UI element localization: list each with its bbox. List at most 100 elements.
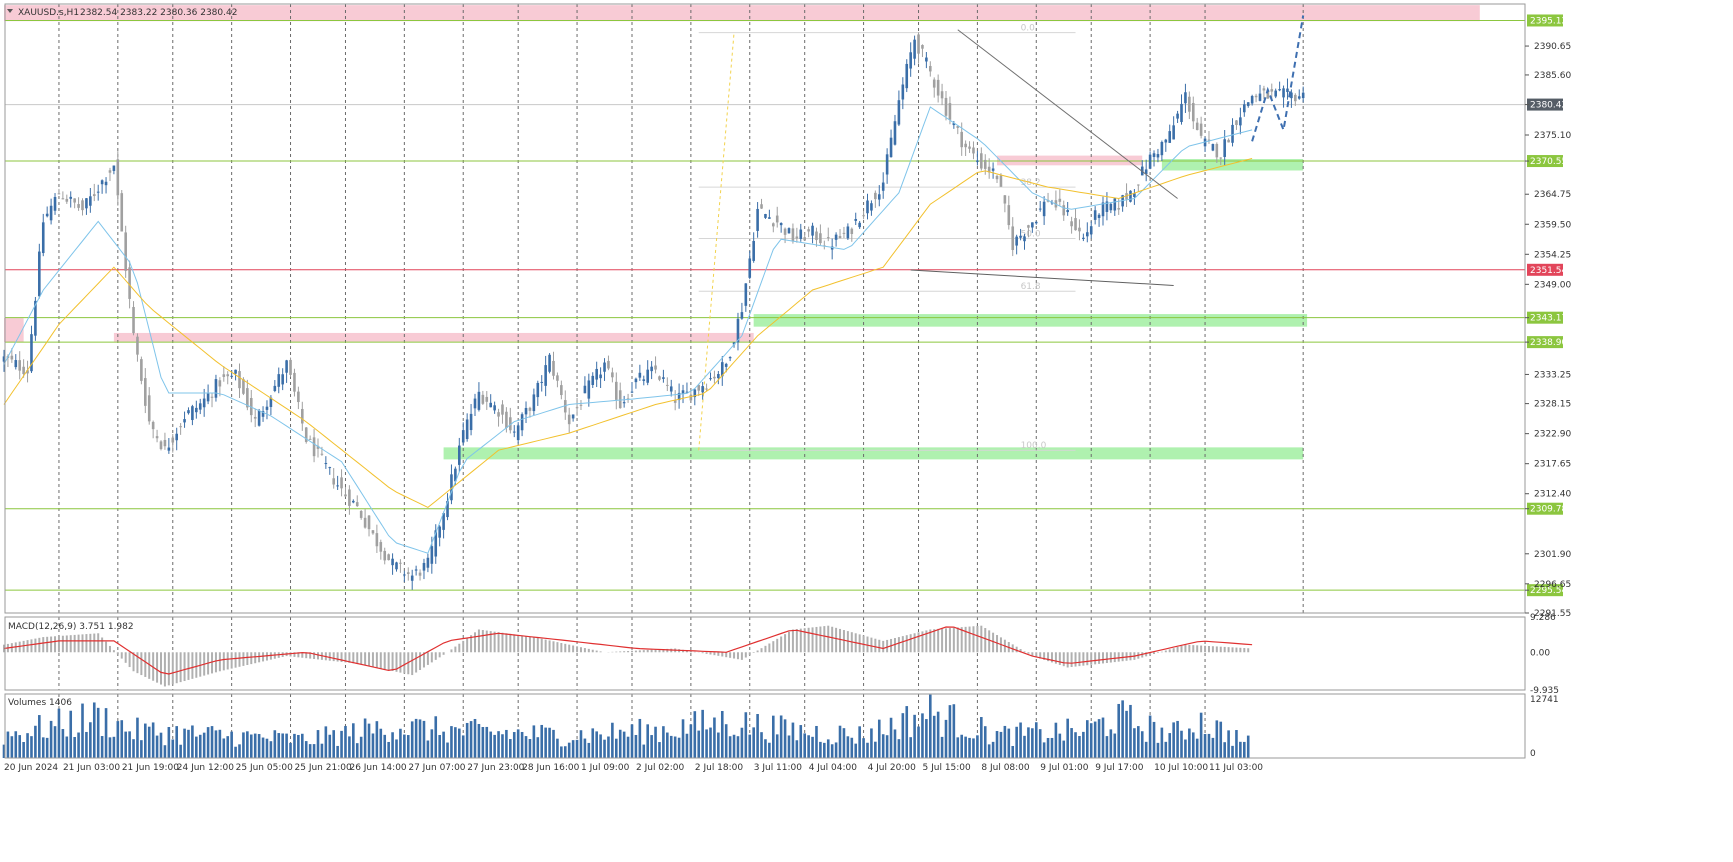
volume-bar <box>2 744 6 758</box>
descending-trendline[interactable] <box>957 29 1178 199</box>
triangle-down-icon[interactable] <box>7 9 13 13</box>
volume-bar <box>473 718 477 758</box>
lower-trendline[interactable] <box>910 269 1174 286</box>
volume-bar <box>1074 732 1077 758</box>
volume-bar <box>234 746 237 758</box>
volume-bar <box>501 734 504 758</box>
candle-body <box>1042 201 1046 217</box>
volume-bar <box>167 726 171 758</box>
candle-body <box>1023 236 1026 242</box>
volume-bar <box>877 719 881 758</box>
volume-bar <box>744 712 748 758</box>
candle-body <box>41 222 45 254</box>
volume-bar <box>191 725 194 758</box>
candle-body <box>1188 96 1191 112</box>
volume-bar <box>289 742 292 758</box>
volume-bar <box>799 725 803 758</box>
volume-bar <box>238 744 241 758</box>
volume-bar <box>85 731 88 758</box>
candle-body <box>422 562 426 571</box>
candle-body <box>579 404 583 406</box>
candle-body <box>520 414 524 431</box>
forecast-path[interactable] <box>1251 15 1305 142</box>
volume-bar <box>823 742 826 758</box>
candle-body <box>465 419 469 440</box>
price-tick-label: 2333.25 <box>1534 370 1571 380</box>
candle-body <box>772 223 775 227</box>
drawn-objects[interactable] <box>910 15 1305 286</box>
volume-bar <box>995 731 999 758</box>
volume-bar <box>650 735 653 758</box>
ohlc-values: 2382.54 2383.22 2380.36 2380.42 <box>80 8 237 18</box>
candle-body <box>669 386 673 392</box>
candle-body <box>348 489 351 506</box>
candle-body <box>936 79 940 96</box>
candle-body <box>830 246 834 250</box>
volume-bar <box>1093 721 1097 758</box>
candle-body <box>234 369 237 374</box>
candle-body <box>1148 154 1152 169</box>
volume-bar <box>61 729 65 758</box>
fib-level-label: 50.0 <box>1021 230 1041 240</box>
candle-body <box>242 379 245 394</box>
candle-body <box>720 362 724 377</box>
candle-body <box>128 267 131 299</box>
candle-body <box>136 336 139 355</box>
candle-body <box>987 166 991 173</box>
candle-body <box>261 411 265 417</box>
volume-bar <box>304 741 308 758</box>
volume-bar <box>497 731 500 758</box>
candle-body <box>497 412 500 417</box>
volume-bar <box>104 708 108 758</box>
candle-body <box>222 374 226 377</box>
volume-bar <box>512 732 516 758</box>
fib-trend-line[interactable] <box>698 32 735 451</box>
horizontal-levels[interactable]: 2395.12 2370.55 2351.54 2343.17 2338.90 2309.… <box>5 14 1567 597</box>
volume-bar <box>1086 720 1089 758</box>
price-tick-label: 2385.60 <box>1534 71 1571 81</box>
candle-body <box>410 575 414 581</box>
volume-bar <box>505 729 508 758</box>
candle-body <box>925 57 928 62</box>
candle-body <box>1254 95 1258 98</box>
volume-bar <box>96 707 100 758</box>
volume-bar <box>144 723 147 758</box>
candle-body <box>1246 102 1250 106</box>
candle-body <box>697 385 701 391</box>
volume-bar <box>964 736 967 758</box>
volume-bar <box>230 731 233 758</box>
volume-bar <box>944 719 948 758</box>
candle-body <box>877 194 881 200</box>
candle-body <box>1152 153 1156 157</box>
candle-body <box>226 374 230 377</box>
candle-body <box>630 391 634 393</box>
price-level-label: 2343.17 <box>1530 314 1567 324</box>
volume-bar <box>81 703 84 758</box>
volume-bar <box>1121 700 1124 758</box>
candle-body <box>897 100 901 125</box>
candle-body <box>783 228 787 235</box>
candle-body <box>854 218 858 221</box>
candle-body <box>874 192 877 200</box>
candle-body <box>779 222 783 226</box>
candle-body <box>752 240 755 261</box>
candle-body <box>705 388 708 390</box>
volume-bar <box>344 725 347 758</box>
volume-bar <box>862 738 865 758</box>
candle-body <box>108 170 112 173</box>
candle-body <box>603 362 606 372</box>
candle-body <box>968 146 971 149</box>
price-tick-label: 2364.75 <box>1534 190 1571 200</box>
green-zone <box>443 447 1304 460</box>
fib-level-label: 100.0 <box>1021 441 1047 451</box>
candle-body <box>352 500 355 503</box>
candle-body <box>277 374 281 387</box>
volume-bar <box>693 711 697 758</box>
candle-body <box>575 407 579 409</box>
candle-body <box>948 103 952 120</box>
candle-body <box>583 385 587 394</box>
candle-body <box>30 334 33 372</box>
